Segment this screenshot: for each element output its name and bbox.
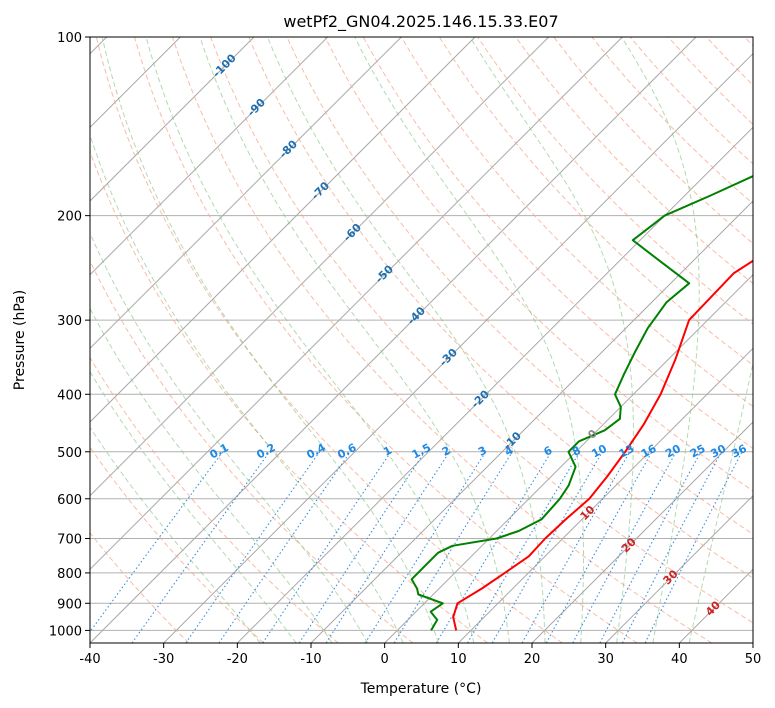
dry-adiabat-line: [210, 37, 753, 624]
y-tick-label: 700: [57, 533, 82, 548]
mixing-ratio-label: 13: [617, 442, 637, 461]
dry-adiabat-line: [90, 259, 414, 643]
dry-adiabat-line: [90, 356, 339, 643]
y-tick-label: 200: [57, 210, 82, 225]
y-tick-label: 800: [57, 567, 82, 582]
x-tick-label: -20: [227, 652, 248, 667]
isotherm-line: [90, 37, 402, 350]
mixing-ratio-label: 25: [688, 442, 708, 461]
moist-adiabat-line: [199, 37, 510, 643]
isotherm-line: [457, 347, 753, 643]
mixing-ratio-label: 16: [639, 442, 659, 461]
mixing-ratio-label: 10: [589, 442, 609, 461]
y-tick-label: 900: [57, 597, 82, 612]
isotherm-line: [90, 37, 476, 423]
x-axis-ticks: -40 -30 -20 -10 0 10 20 30 40 50: [79, 643, 761, 667]
dry-adiabat-line: [248, 37, 753, 579]
y-tick-label: 400: [57, 388, 82, 403]
temperature-line: [452, 259, 753, 631]
mixing-ratio-line: [131, 451, 271, 643]
isotherm-line: [90, 37, 550, 497]
chart-title: wetPf2_GN04.2025.146.15.33.E07: [283, 12, 558, 32]
plot-area: -100-90-80-70-60-50-40-30-20-10 010203040…: [90, 37, 753, 643]
mixing-ratio-line: [572, 451, 677, 643]
isotherm-line: [384, 273, 753, 643]
mixing-ratio-line: [599, 451, 702, 643]
dry-adiabat-line: [95, 37, 563, 643]
mixing-ratio-line: [298, 451, 426, 643]
mixing-ratio-lines: [90, 451, 743, 643]
dry-adiabat-line: [515, 37, 753, 285]
x-tick-label: 10: [450, 652, 467, 667]
isotherm-line: [605, 494, 753, 643]
dry-adiabat-line: [362, 37, 753, 450]
isotherm-line: [752, 642, 753, 643]
isotherm-line: [90, 37, 623, 571]
profile-lines: [410, 175, 753, 631]
mixing-ratio-line: [364, 451, 487, 643]
isotherm-line: [90, 37, 697, 643]
moist-adiabat-line: [354, 37, 584, 643]
mixing-ratio-line: [218, 451, 351, 643]
mixing-ratio-line: [262, 451, 392, 643]
x-tick-label: 20: [524, 652, 541, 667]
dry-adiabat-line: [400, 37, 753, 408]
y-axis-label: Pressure (hPa): [12, 290, 28, 390]
plot-frame: [89, 36, 754, 644]
dry-adiabat-line: [172, 37, 712, 643]
moist-adiabat-line: [90, 133, 404, 643]
mixing-ratio-line: [435, 451, 552, 643]
y-tick-label: 600: [57, 493, 82, 508]
mixing-ratio-label: 30: [708, 442, 728, 461]
moist-adiabat-line: [90, 426, 261, 643]
mixing-ratio-line: [521, 451, 631, 643]
mixing-ratio-line: [90, 451, 224, 633]
pressure-gridlines: [90, 37, 753, 631]
isotherm-line: [90, 37, 329, 276]
moist-adiabat-line: [621, 37, 700, 643]
dry-adiabat-line: [133, 37, 638, 643]
mixing-ratio-label: 36: [729, 442, 749, 461]
x-tick-label: -10: [300, 652, 321, 667]
dewpoint-line: [410, 175, 753, 631]
moist-adiabat-line: [90, 231, 369, 643]
x-tick-label: 40: [671, 652, 688, 667]
y-tick-label: 500: [57, 446, 82, 461]
y-tick-label: 1000: [49, 624, 82, 639]
x-tick-label: 30: [597, 652, 614, 667]
mixing-ratio-line: [545, 451, 653, 643]
mixing-ratio-line: [644, 451, 743, 643]
mixing-ratio-label: 20: [663, 442, 683, 461]
y-tick-label: 300: [57, 314, 82, 329]
isotherm-line: [531, 421, 753, 643]
y-axis-ticks: 100 200 300 400 500 600 700 800 900 1000: [49, 31, 90, 639]
x-tick-label: 0: [381, 652, 389, 667]
dry-adiabat-line: [90, 532, 190, 643]
mixing-ratio-line: [325, 451, 451, 643]
moist-adiabat-line: [688, 361, 753, 643]
isotherm-line: [163, 52, 753, 643]
isotherm-lines: [90, 37, 753, 643]
y-tick-label: 100: [57, 31, 82, 46]
dry-adiabat-line: [324, 37, 753, 492]
x-axis-label: Temperature (°C): [360, 681, 482, 697]
x-tick-label: 50: [745, 652, 762, 667]
moist-adiabat-line: [90, 307, 333, 643]
x-tick-label: -30: [153, 652, 174, 667]
x-tick-label: -40: [79, 652, 100, 667]
dry-adiabat-line: [90, 446, 264, 643]
isotherm-line: [90, 37, 255, 202]
mixing-ratio-line: [185, 451, 321, 643]
dry-adiabat-line: [438, 37, 753, 366]
dry-adiabat-line: [286, 37, 753, 535]
isotherm-line: [236, 126, 753, 643]
moist-adiabat-line: [267, 37, 546, 643]
moist-adiabat-line: [101, 37, 439, 643]
